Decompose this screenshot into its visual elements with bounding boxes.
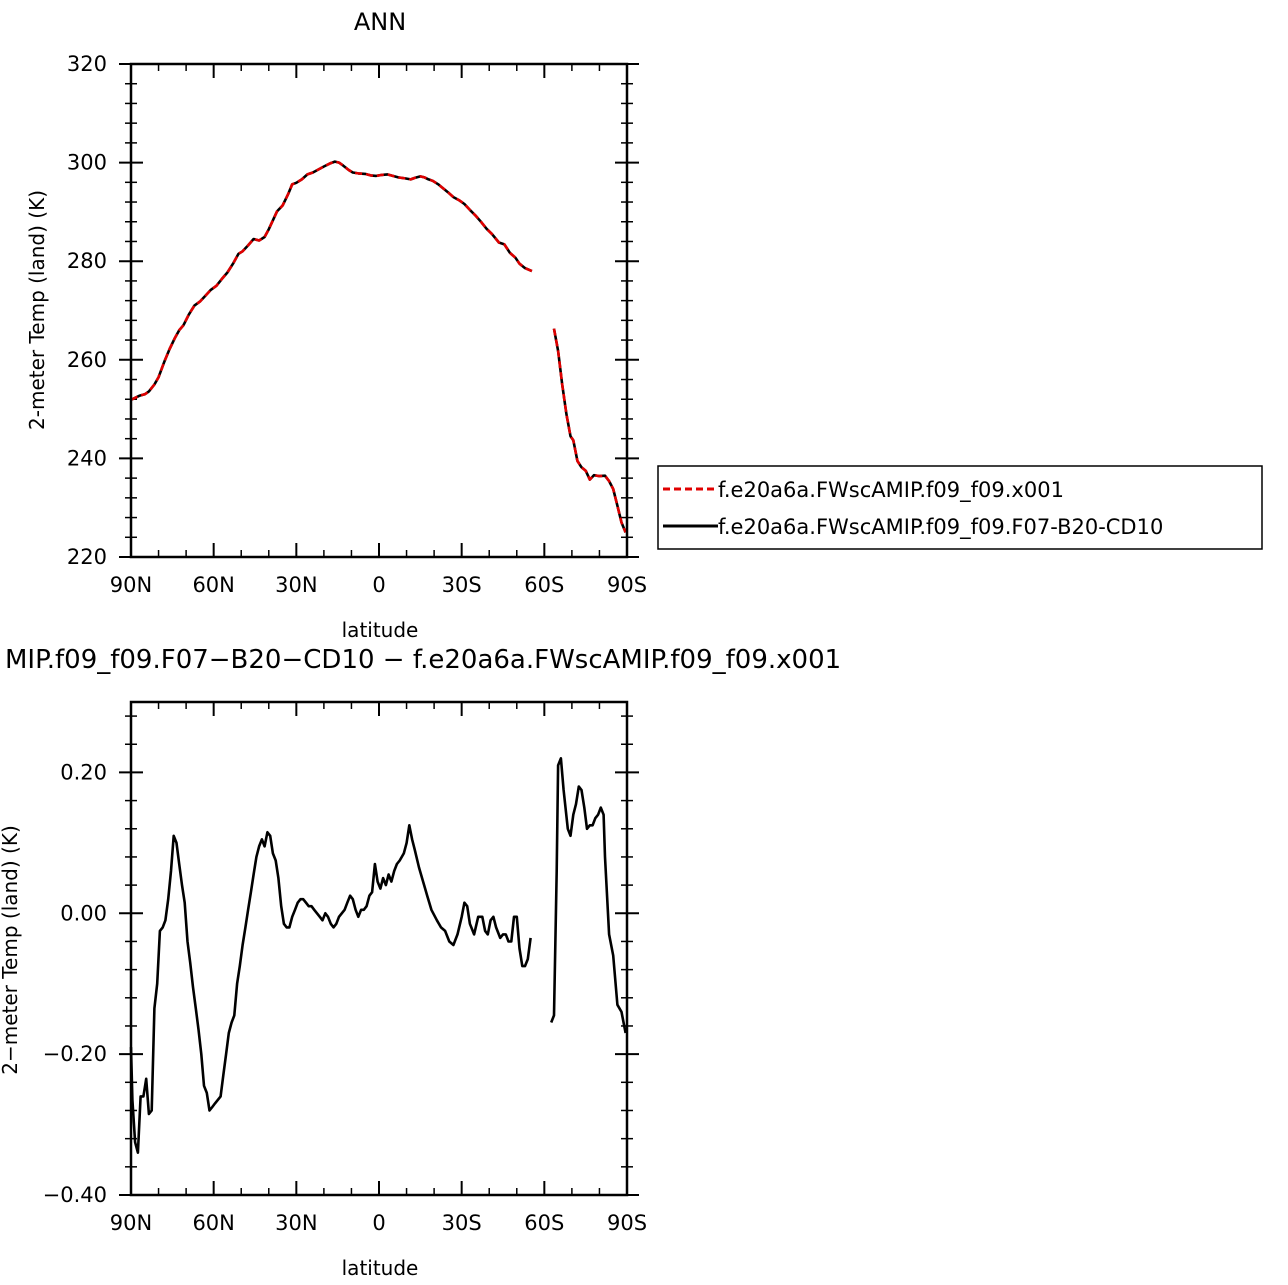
y-tick-label: 240 xyxy=(67,446,107,470)
x-tick-label: 60S xyxy=(524,573,564,597)
legend-box xyxy=(657,465,1263,550)
bottom-x-axis-label: latitude xyxy=(342,1256,419,1280)
top-y-tick-labels: 220 240 260 280 300 320 xyxy=(67,52,107,569)
top-y-axis-label: 2-meter Temp (land) (K) xyxy=(25,190,49,430)
y-tick-label: −0.40 xyxy=(43,1183,107,1207)
x-tick-label: 30N xyxy=(275,573,317,597)
bottom-plot-frame xyxy=(129,700,629,1197)
top-tick-marks xyxy=(119,63,639,558)
y-tick-label: 320 xyxy=(67,52,107,76)
series-line xyxy=(552,328,627,533)
x-tick-label: 90N xyxy=(110,1211,152,1235)
x-tick-label: 60N xyxy=(192,573,234,597)
x-tick-label: 60N xyxy=(192,1211,234,1235)
bottom-series-lines xyxy=(129,756,627,1154)
bottom-tick-marks xyxy=(119,702,639,1196)
y-tick-label: 260 xyxy=(67,348,107,372)
x-tick-label: 60S xyxy=(524,1211,564,1235)
bottom-chart-title: MIP.f09_f09.F07−B20−CD10 − f.e20a6a.FWsc… xyxy=(5,645,841,675)
x-tick-label: 30S xyxy=(442,1211,482,1235)
x-tick-label: 30N xyxy=(275,1211,317,1235)
bottom-y-axis-label: 2−meter Temp (land) (K) xyxy=(0,825,22,1075)
x-tick-label: 90N xyxy=(110,573,152,597)
top-x-axis-label: latitude xyxy=(342,618,419,642)
legend-label-cd10: f.e20a6a.FWscAMIP.f09_f09.F07-B20-CD10 xyxy=(718,515,1163,540)
x-tick-label: 90S xyxy=(607,573,647,597)
bottom-panel: MIP.f09_f09.F07−B20−CD10 − f.e20a6a.FWsc… xyxy=(0,645,841,1280)
series-line xyxy=(130,160,533,401)
y-tick-label: 280 xyxy=(67,249,107,273)
bottom-x-tick-labels: 90N 60N 30N 0 30S 60S 90S xyxy=(110,1211,647,1235)
series-line xyxy=(130,160,533,401)
series-line xyxy=(129,823,532,1154)
y-tick-label: 0.00 xyxy=(60,901,107,925)
x-tick-label: 90S xyxy=(607,1211,647,1235)
top-series-lines xyxy=(130,160,627,533)
y-tick-label: −0.20 xyxy=(43,1042,107,1066)
x-tick-label: 30S xyxy=(442,573,482,597)
legend-label-x001: f.e20a6a.FWscAMIP.f09_f09.x001 xyxy=(718,478,1064,503)
bottom-y-tick-labels: −0.40 −0.20 0.00 0.20 xyxy=(43,760,107,1207)
legend: f.e20a6a.FWscAMIP.f09_f09.x001 f.e20a6a.… xyxy=(657,465,1263,550)
x-tick-label: 0 xyxy=(372,1211,385,1235)
series-line xyxy=(549,756,627,1034)
y-tick-label: 0.20 xyxy=(60,760,107,784)
x-tick-label: 0 xyxy=(372,573,385,597)
top-chart-title: ANN xyxy=(354,8,406,36)
top-plot-frame xyxy=(129,62,629,559)
series-line xyxy=(552,328,627,533)
y-tick-label: 300 xyxy=(67,151,107,175)
y-tick-label: 220 xyxy=(67,545,107,569)
top-x-tick-labels: 90N 60N 30N 0 30S 60S 90S xyxy=(110,573,647,597)
